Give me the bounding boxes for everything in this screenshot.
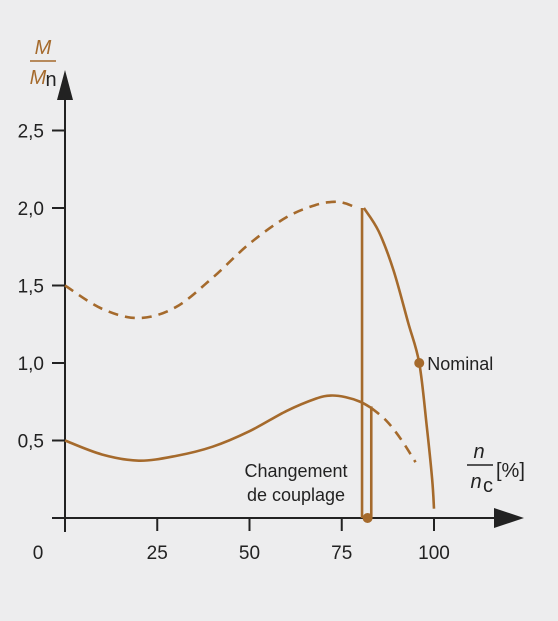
- x-axis-arrow: [494, 508, 524, 528]
- y-tick-label: 2,0: [18, 199, 44, 220]
- y-axis-arrow: [57, 70, 73, 100]
- point-label: Nominal: [427, 354, 493, 374]
- axes: [52, 70, 524, 532]
- point-marker: [414, 358, 425, 368]
- series-line-4-dashed: [370, 406, 417, 463]
- series-line-2: [362, 207, 436, 509]
- x-tick-label: 100: [418, 543, 450, 564]
- x-tick-label: 75: [331, 543, 352, 564]
- series: [64, 200, 436, 518]
- point-marker: [362, 513, 373, 523]
- ticks: 0,5 1,0 1,5 2,0 2,5 0 25 50 75 100: [18, 122, 450, 565]
- annotation-line-1: Changement: [244, 461, 347, 481]
- x-axis-label-numerator: n: [473, 441, 484, 463]
- annotation-changement-de-couplage: Changement de couplage: [244, 461, 347, 505]
- x-axis-label-unit: [%]: [496, 460, 525, 482]
- x-tick-label: 0: [33, 543, 44, 564]
- y-tick-label: 1,0: [18, 354, 44, 375]
- x-axis-label: n n c [%]: [467, 441, 525, 497]
- y-tick-label: 1,5: [18, 277, 44, 298]
- y-axis-label: M M n: [30, 37, 57, 91]
- y-axis-label-numerator: M: [35, 37, 52, 59]
- markers: Nominal: [362, 354, 493, 523]
- series-line-1-dashed: [64, 200, 358, 320]
- y-tick-label: 2,5: [18, 122, 44, 143]
- x-axis-label-denominator: n: [470, 471, 481, 493]
- y-axis-label-subscript: n: [45, 69, 56, 91]
- y-tick-label: 0,5: [18, 432, 44, 453]
- x-tick-label: 25: [147, 543, 168, 564]
- series-line-3: [64, 394, 372, 462]
- annotation-line-2: de couplage: [247, 485, 345, 505]
- x-tick-label: 50: [239, 543, 260, 564]
- y-axis-label-denominator: M: [30, 67, 47, 89]
- x-axis-label-subscript: c: [483, 475, 493, 497]
